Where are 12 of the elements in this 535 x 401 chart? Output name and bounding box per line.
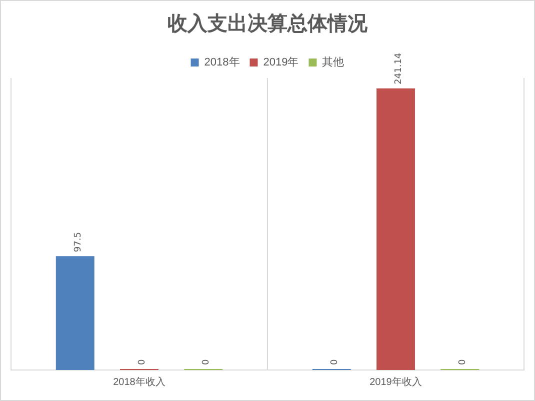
data-label: 0 [458, 359, 468, 365]
x-tick-label: 2018年收入 [113, 376, 166, 388]
legend-label: 2018年 [204, 56, 240, 69]
data-label: 0 [138, 359, 148, 365]
chart-title: 收入支出决算总体情况 [168, 11, 368, 36]
legend-label: 其他 [322, 56, 344, 69]
data-label: 241.14 [394, 52, 404, 84]
data-label: 0 [202, 359, 212, 365]
data-label: 97.5 [73, 232, 84, 252]
x-tick-label: 2019年收入 [370, 376, 422, 388]
legend-label: 2019年 [263, 56, 299, 69]
data-label: 0 [330, 359, 340, 365]
